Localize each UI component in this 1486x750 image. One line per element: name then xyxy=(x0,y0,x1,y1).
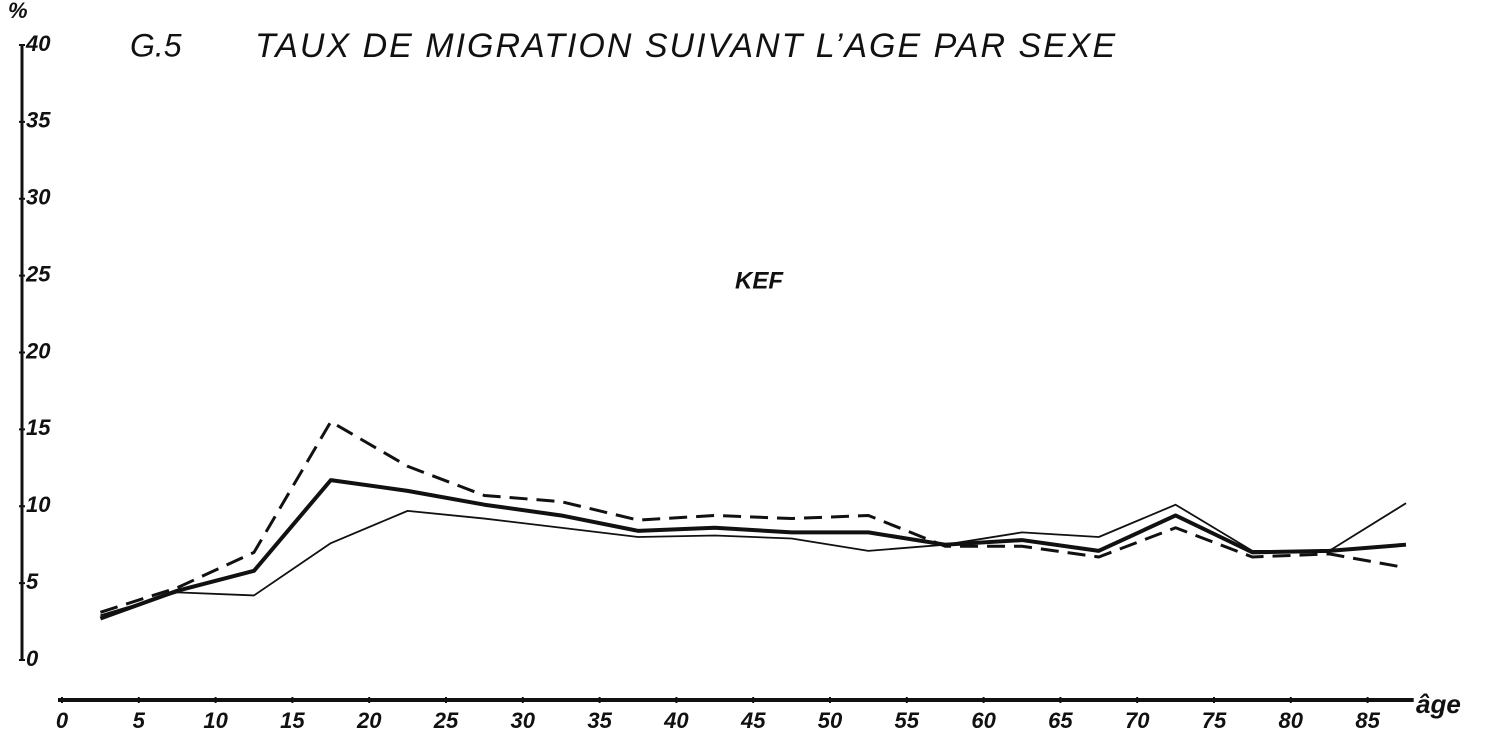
y-tick-label: 30 xyxy=(26,185,51,210)
x-tick-label: 50 xyxy=(818,708,843,733)
x-tick-label: 80 xyxy=(1279,708,1304,733)
series-line xyxy=(99,420,1407,614)
y-tick-label: 35 xyxy=(26,108,51,133)
x-tick-label: 85 xyxy=(1355,708,1380,733)
y-tick-label: 15 xyxy=(26,415,51,440)
y-tick-label: 25 xyxy=(25,261,51,286)
x-tick-label: 45 xyxy=(740,708,766,733)
series-line xyxy=(100,502,1407,617)
y-tick-label: 40 xyxy=(25,31,51,56)
x-tick-label: 30 xyxy=(511,708,536,733)
x-axis-label: âge xyxy=(1416,689,1461,719)
x-tick-label: 25 xyxy=(433,708,459,733)
x-tick-label: 20 xyxy=(356,708,382,733)
x-tick-label: 70 xyxy=(1125,708,1150,733)
figure-label: G.5 xyxy=(130,27,182,63)
x-tick-label: 40 xyxy=(663,708,689,733)
x-tick-label: 55 xyxy=(895,708,920,733)
annotation: KEF xyxy=(735,267,784,294)
x-tick-label: 10 xyxy=(203,708,228,733)
y-axis-label: % xyxy=(8,0,28,23)
y-tick-label: 10 xyxy=(26,492,51,517)
x-tick-label: 0 xyxy=(56,708,69,733)
y-tick-label: 20 xyxy=(25,338,51,363)
x-tick-label: 65 xyxy=(1048,708,1073,733)
x-tick-label: 60 xyxy=(971,708,996,733)
x-tick-label: 35 xyxy=(587,708,612,733)
y-tick-label: 5 xyxy=(26,569,39,594)
x-tick-label: 5 xyxy=(133,708,146,733)
y-tick-label: 0 xyxy=(26,646,39,671)
x-tick-label: 75 xyxy=(1202,708,1227,733)
chart-title: TAUX DE MIGRATION SUIVANT L’AGE PAR SEXE xyxy=(255,27,1117,65)
x-tick-label: 15 xyxy=(280,708,305,733)
series-line xyxy=(99,478,1407,621)
